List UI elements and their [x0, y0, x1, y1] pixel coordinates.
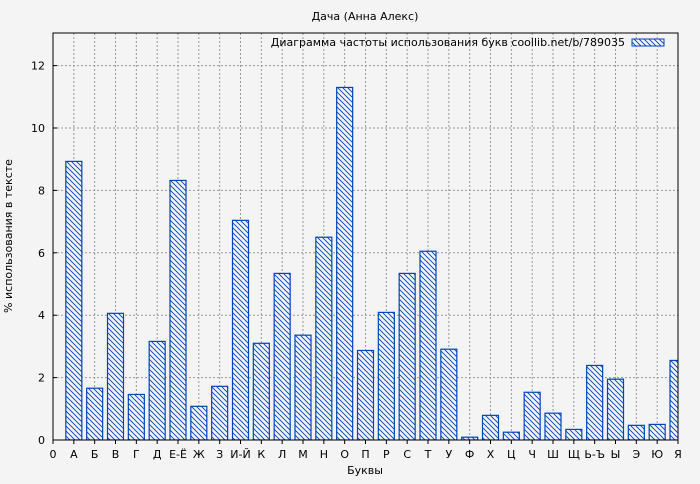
- bar-Е-Ё: [169, 179, 187, 440]
- bar-В: [106, 312, 125, 440]
- y-tick-label: 8: [38, 184, 45, 197]
- bar-Л: [273, 272, 291, 440]
- x-tick-label: Х: [487, 448, 495, 461]
- x-tick-label: М: [298, 448, 308, 461]
- bar-П: [356, 349, 375, 440]
- bar-Н: [315, 236, 333, 440]
- x-tick-label: Ц: [507, 448, 516, 461]
- bar-А: [65, 160, 83, 440]
- y-tick-label: 2: [38, 372, 45, 385]
- bar-О: [336, 86, 354, 440]
- y-tick-label: 12: [31, 60, 45, 73]
- x-tick-label: Н: [320, 448, 328, 461]
- y-tick-label: 0: [38, 434, 45, 447]
- x-tick-label: Д: [153, 448, 162, 461]
- legend-swatch: [631, 38, 665, 47]
- x-tick-label: Ш: [547, 448, 559, 461]
- chart-title: Дача (Анна Алекс): [312, 10, 419, 23]
- bar-К: [252, 342, 270, 440]
- bar-М: [294, 334, 312, 440]
- x-tick-label: Ж: [193, 448, 205, 461]
- y-tick-label: 10: [31, 122, 45, 135]
- x-tick-label: У: [445, 448, 452, 461]
- y-tick-label: 6: [38, 247, 45, 260]
- bar-Б: [86, 387, 104, 440]
- bar-Д: [148, 340, 166, 440]
- bar-Я: [669, 359, 678, 440]
- x-tick-label: Э: [632, 448, 640, 461]
- x-tick-label: 0: [50, 448, 57, 461]
- x-tick-label: А: [70, 448, 78, 461]
- y-axis-label: % использования в тексте: [2, 159, 15, 313]
- bar-Ш: [544, 412, 562, 440]
- x-tick-label: Г: [133, 448, 140, 461]
- bar-Х: [481, 414, 500, 440]
- x-tick-label: З: [216, 448, 223, 461]
- x-tick-label: Л: [278, 448, 286, 461]
- bar-Ж: [190, 405, 208, 440]
- x-tick-label: Е-Ё: [169, 448, 187, 461]
- bar-З: [211, 385, 229, 440]
- legend: Диаграмма частоты использования букв coo…: [271, 36, 665, 49]
- x-tick-label: Б: [91, 448, 99, 461]
- bar-И-Й: [231, 219, 250, 440]
- x-tick-label: Я: [674, 448, 682, 461]
- x-tick-label: С: [403, 448, 411, 461]
- bar-Ы: [606, 378, 625, 440]
- bar-Ю: [648, 423, 666, 440]
- x-tick-label: О: [340, 448, 349, 461]
- bar-Ь-Ъ: [586, 364, 604, 440]
- y-tick-label: 4: [38, 309, 45, 322]
- x-axis-label: Буквы: [347, 464, 383, 477]
- x-tick-label: Р: [383, 448, 390, 461]
- bar-Т: [419, 250, 437, 440]
- x-tick-label: П: [361, 448, 369, 461]
- bar-Г: [127, 393, 145, 440]
- x-tick-label: Т: [424, 448, 432, 461]
- bar-Ц: [502, 431, 520, 440]
- x-tick-label: В: [112, 448, 120, 461]
- bar-Э: [627, 424, 645, 440]
- bar-Ч: [523, 391, 541, 440]
- bar-С: [398, 272, 416, 440]
- x-tick-label: Ч: [528, 448, 536, 461]
- bar-Щ: [565, 428, 583, 440]
- x-tick-label: К: [257, 448, 265, 461]
- x-tick-label: Ы: [611, 448, 621, 461]
- x-tick-label: Ф: [465, 448, 474, 461]
- x-tick-label: И-Й: [230, 448, 250, 461]
- legend-label: Диаграмма частоты использования букв coo…: [271, 36, 625, 49]
- x-tick-label: Ь-Ъ: [584, 448, 605, 461]
- x-tick-label: Щ: [568, 448, 580, 461]
- bar-У: [440, 348, 458, 440]
- bar-Р: [377, 311, 395, 440]
- x-tick-label: Ю: [651, 448, 663, 461]
